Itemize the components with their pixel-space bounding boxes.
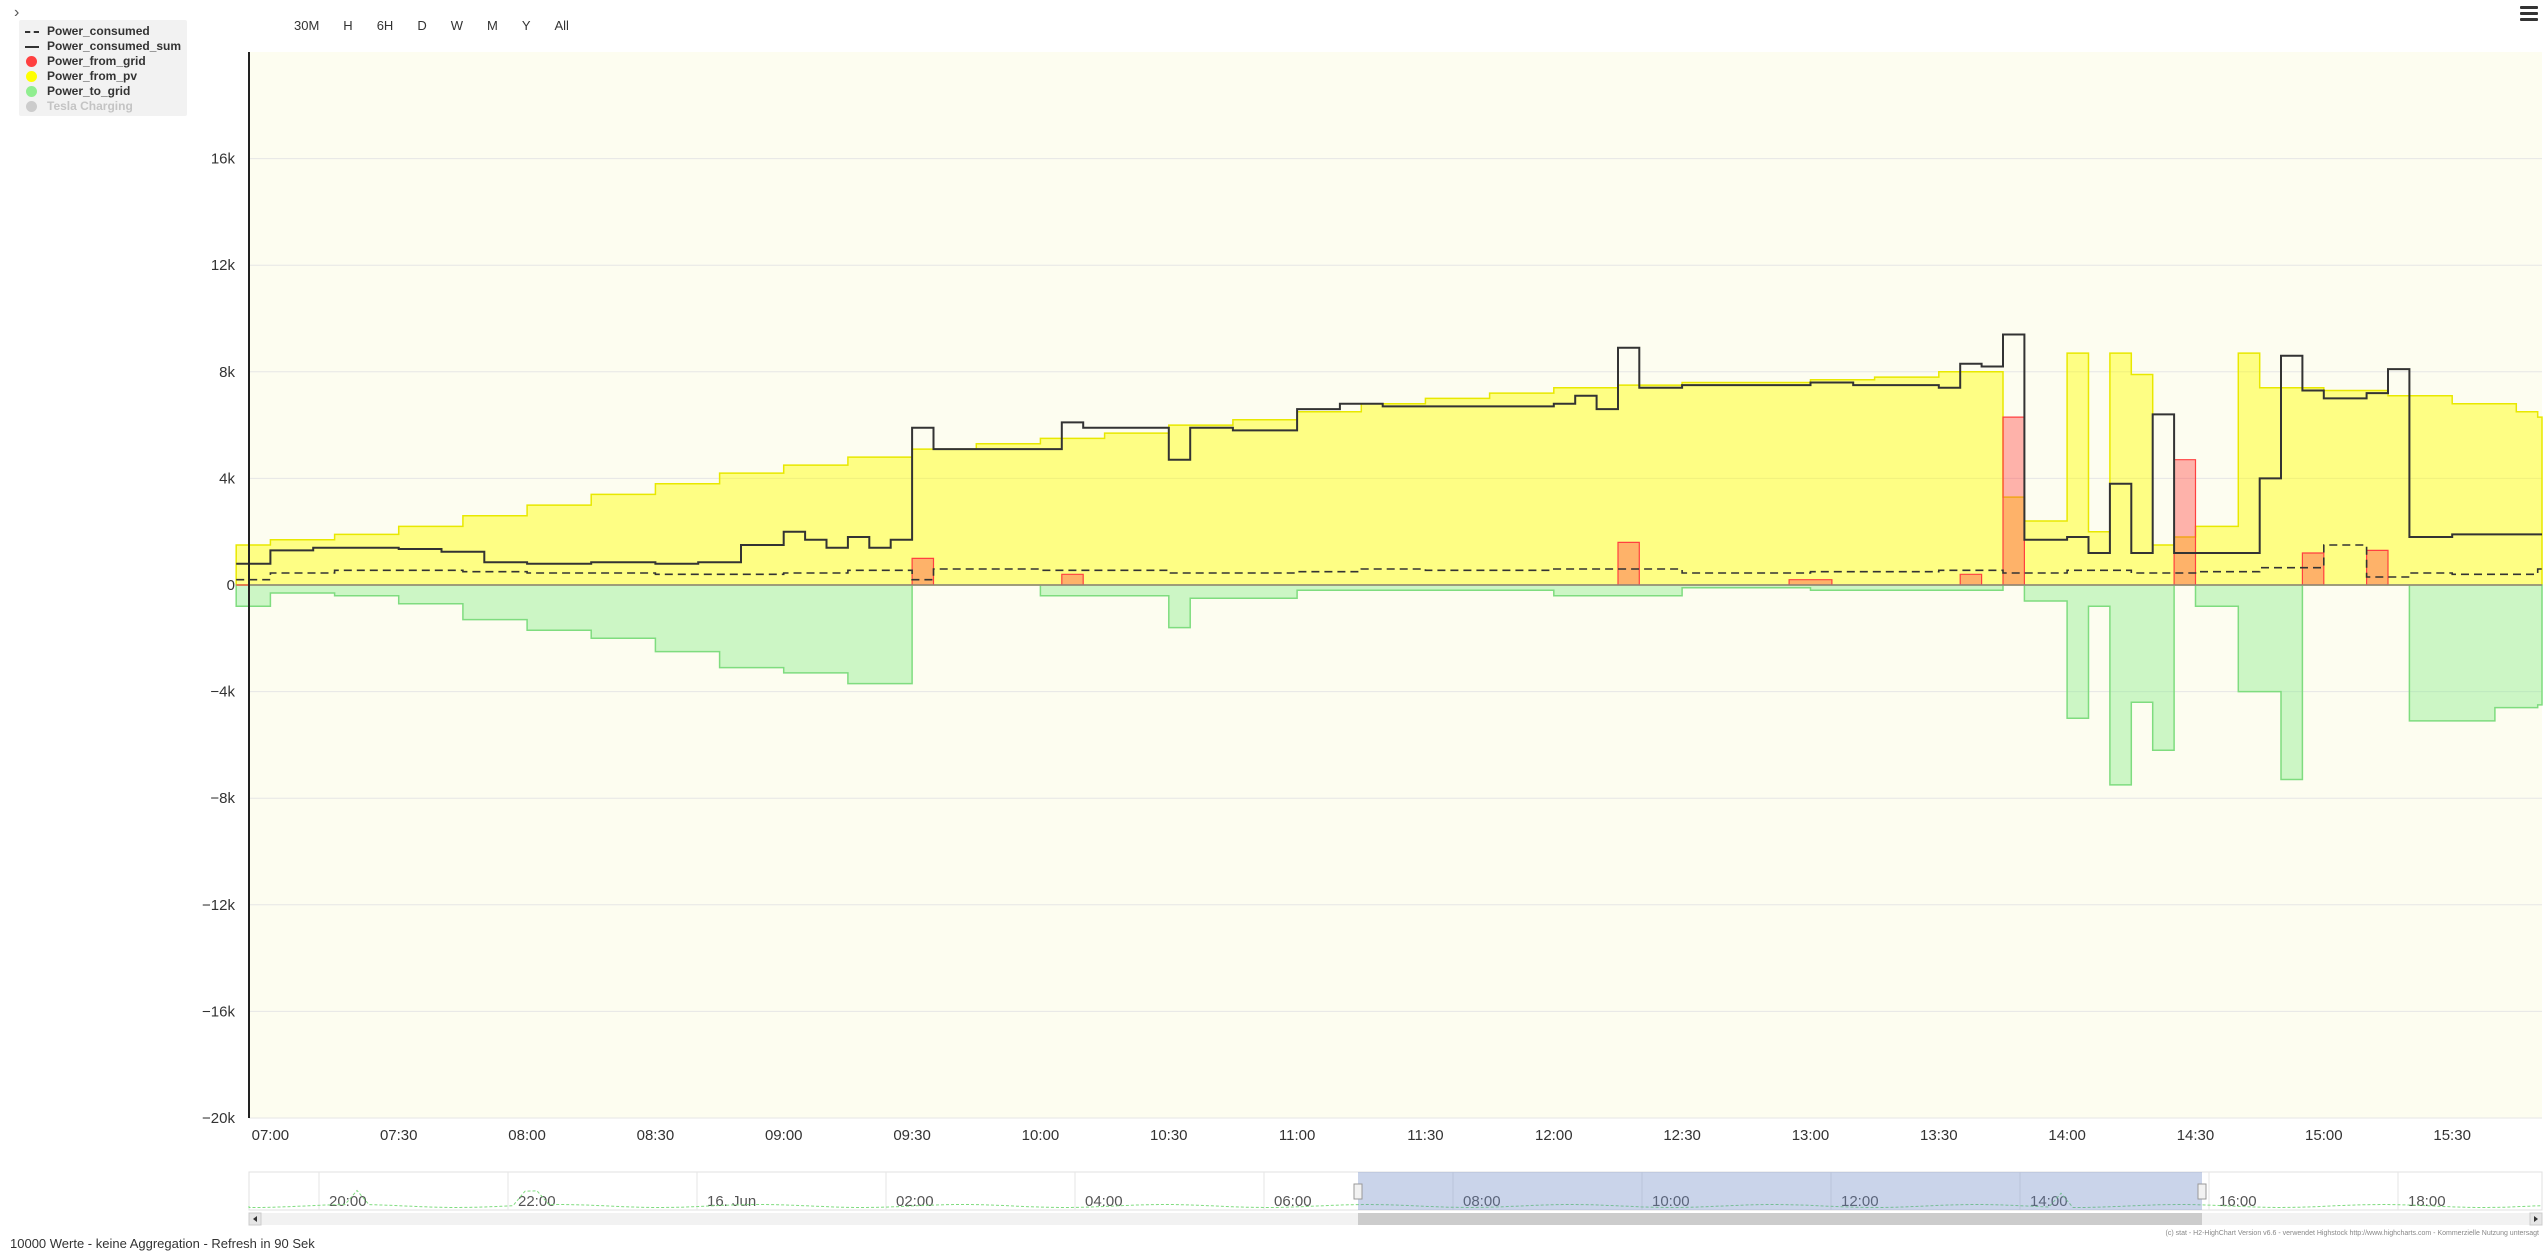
legend-symbol-icon <box>25 55 39 67</box>
y-tick-label: 16k <box>211 151 236 168</box>
y-tick-label: −12k <box>202 897 235 914</box>
legend-label: Tesla Charging <box>47 98 133 113</box>
x-tick-label: 08:30 <box>637 1127 675 1144</box>
x-tick-label: 14:30 <box>2177 1127 2215 1144</box>
navigator-background <box>248 1171 2543 1211</box>
x-tick-label: 10:00 <box>1022 1127 1060 1144</box>
x-tick-label: 10:30 <box>1150 1127 1188 1144</box>
chart-credits[interactable]: (c) stat - H2-HighChart Version v6.6 - v… <box>2165 1230 2539 1237</box>
navigator-tick-label: 12:00 <box>1841 1193 1879 1210</box>
legend-item-power-consumed-sum[interactable]: Power_consumed_sum <box>25 38 181 53</box>
scrollbar-thumb[interactable] <box>1358 1213 2202 1225</box>
navigator-handle[interactable] <box>2197 1183 2207 1200</box>
x-tick-label: 15:00 <box>2305 1127 2343 1144</box>
x-tick-label: 12:30 <box>1663 1127 1701 1144</box>
x-tick-label: 15:30 <box>2433 1127 2471 1144</box>
legend-label: Power_consumed_sum <box>47 38 182 53</box>
navigator-selection[interactable] <box>1358 1172 2202 1210</box>
x-tick-label: 09:00 <box>765 1127 803 1144</box>
range-button-y[interactable]: Y <box>521 18 531 33</box>
footer-status: 10000 Werte - keine Aggregation - Refres… <box>10 1236 315 1251</box>
legend-symbol-icon <box>25 100 39 112</box>
series-line-power-consumed-sum[interactable] <box>236 333 2542 565</box>
navigator-tick-label: 18:00 <box>2408 1193 2446 1210</box>
legend-symbol-icon <box>25 25 39 37</box>
legend-label: Power_to_grid <box>47 83 131 98</box>
navigator-tick-label: 22:00 <box>518 1193 556 1210</box>
navigator-tick-label: 02:00 <box>896 1193 934 1210</box>
y-tick-label: −4k <box>210 684 235 701</box>
y-tick-label: −20k <box>202 1110 235 1127</box>
x-tick-label: 08:00 <box>508 1127 546 1144</box>
legend-item-power-consumed[interactable]: Power_consumed <box>25 23 150 38</box>
legend-label: Power_from_grid <box>47 53 146 68</box>
navigator-tick-label: 08:00 <box>1463 1193 1501 1210</box>
range-button-h[interactable]: H <box>343 18 353 33</box>
navigator-tick-label: 16:00 <box>2219 1193 2257 1210</box>
legend-symbol-icon <box>25 70 39 82</box>
hamburger-menu-icon[interactable] <box>2520 6 2538 22</box>
navigator-tick-label: 04:00 <box>1085 1193 1123 1210</box>
x-tick-label: 13:00 <box>1792 1127 1830 1144</box>
legend-symbol-icon <box>25 85 39 97</box>
y-tick-label: −8k <box>210 790 235 807</box>
x-tick-label: 09:30 <box>893 1127 931 1144</box>
range-button-w[interactable]: W <box>450 18 463 33</box>
x-tick-label: 11:30 <box>1407 1127 1443 1144</box>
y-tick-label: −16k <box>202 1003 235 1020</box>
navigator-tick-label: 10:00 <box>1652 1193 1690 1210</box>
x-tick-label: 12:00 <box>1535 1127 1573 1144</box>
navigator-handle[interactable] <box>1353 1183 1363 1200</box>
range-button-30m[interactable]: 30M <box>294 18 320 33</box>
y-tick-label: 12k <box>211 257 236 274</box>
legend-item-power-from-grid[interactable]: Power_from_grid <box>25 53 146 68</box>
arrow-right-icon <box>2534 1216 2538 1222</box>
range-button-6h[interactable]: 6H <box>376 18 394 33</box>
navigator-tick-label: 06:00 <box>1274 1193 1312 1210</box>
y-tick-label: 0 <box>227 577 235 594</box>
range-button-m[interactable]: M <box>486 18 498 33</box>
series-line-power-consumed[interactable] <box>236 544 2542 581</box>
legend-item-power-from-pv[interactable]: Power_from_pv <box>25 68 137 83</box>
range-button-all[interactable]: All <box>554 18 569 33</box>
range-button-d[interactable]: D <box>417 18 427 33</box>
arrow-left-icon <box>253 1216 257 1222</box>
series-area-power-to-grid[interactable] <box>235 584 2543 786</box>
x-tick-label: 07:00 <box>252 1127 290 1144</box>
legend-label: Power_consumed <box>47 23 150 38</box>
x-tick-label: 11:00 <box>1279 1127 1315 1144</box>
x-tick-label: 14:00 <box>2048 1127 2086 1144</box>
chart-legend: Power_consumed Power_consumed_sum Power_fr… <box>19 20 187 116</box>
legend-symbol-icon <box>25 40 39 52</box>
legend-collapse-icon[interactable]: › <box>14 4 20 21</box>
legend-label: Power_from_pv <box>47 68 138 83</box>
legend-item-power-to-grid[interactable]: Power_to_grid <box>25 83 130 98</box>
y-tick-label: 4k <box>219 470 235 487</box>
x-tick-label: 07:30 <box>380 1127 418 1144</box>
x-tick-label: 13:30 <box>1920 1127 1958 1144</box>
navigator-tick-label: 16. Jun <box>707 1193 756 1210</box>
y-tick-label: 8k <box>219 364 235 381</box>
range-selector: 30M H 6H D W M Y All <box>286 16 585 35</box>
legend-item-tesla-charging[interactable]: Tesla Charging <box>25 98 133 113</box>
